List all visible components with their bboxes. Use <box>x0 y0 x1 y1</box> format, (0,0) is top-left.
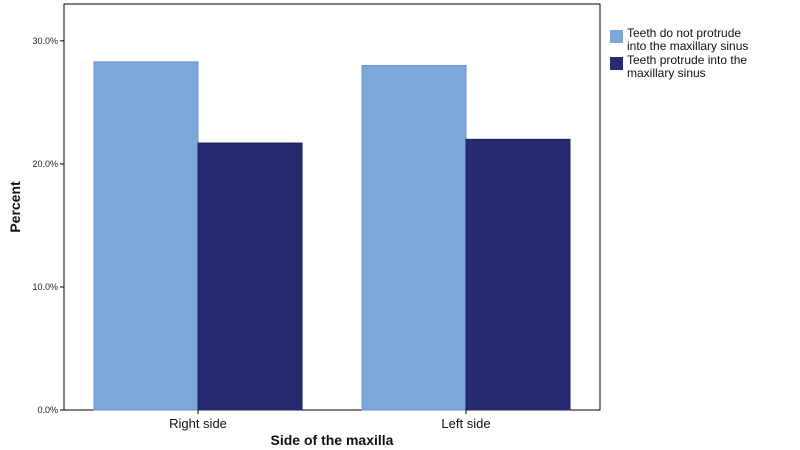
y-tick-label: 10.0% <box>32 282 58 292</box>
bars <box>93 61 571 411</box>
legend-label: Teeth protrude into the maxillary sinus <box>627 53 747 80</box>
y-tick-label: 30.0% <box>32 36 58 46</box>
bar-right-side-series-2 <box>197 142 303 411</box>
legend-swatch <box>610 57 623 70</box>
y-tick-label: 20.0% <box>32 159 58 169</box>
bar-left-side-series-2 <box>465 138 571 411</box>
y-tick-label: 0.0% <box>37 405 58 415</box>
x-tick-label: Left side <box>441 416 490 431</box>
x-axis: Right side Left side <box>169 410 491 431</box>
legend-label-line: Teeth protrude into the <box>627 53 747 67</box>
x-axis-title: Side of the maxilla <box>271 432 394 448</box>
y-axis: 0.0% 10.0% 20.0% 30.0% <box>32 36 64 415</box>
legend-swatch <box>610 30 623 43</box>
plot-frame <box>63 3 601 411</box>
legend-label-line: maxillary sinus <box>627 66 706 80</box>
legend-label: Teeth do not protrude into the maxillary … <box>627 26 748 53</box>
legend-label-line: Teeth do not protrude <box>627 26 741 40</box>
bar-left-side-series-1 <box>361 65 467 411</box>
x-tick-label: Right side <box>169 416 227 431</box>
y-axis-title: Percent <box>7 181 23 233</box>
bar-right-side-series-1 <box>93 61 199 411</box>
legend: Teeth do not protrude into the maxillary … <box>610 26 748 80</box>
legend-label-line: into the maxillary sinus <box>627 39 748 53</box>
